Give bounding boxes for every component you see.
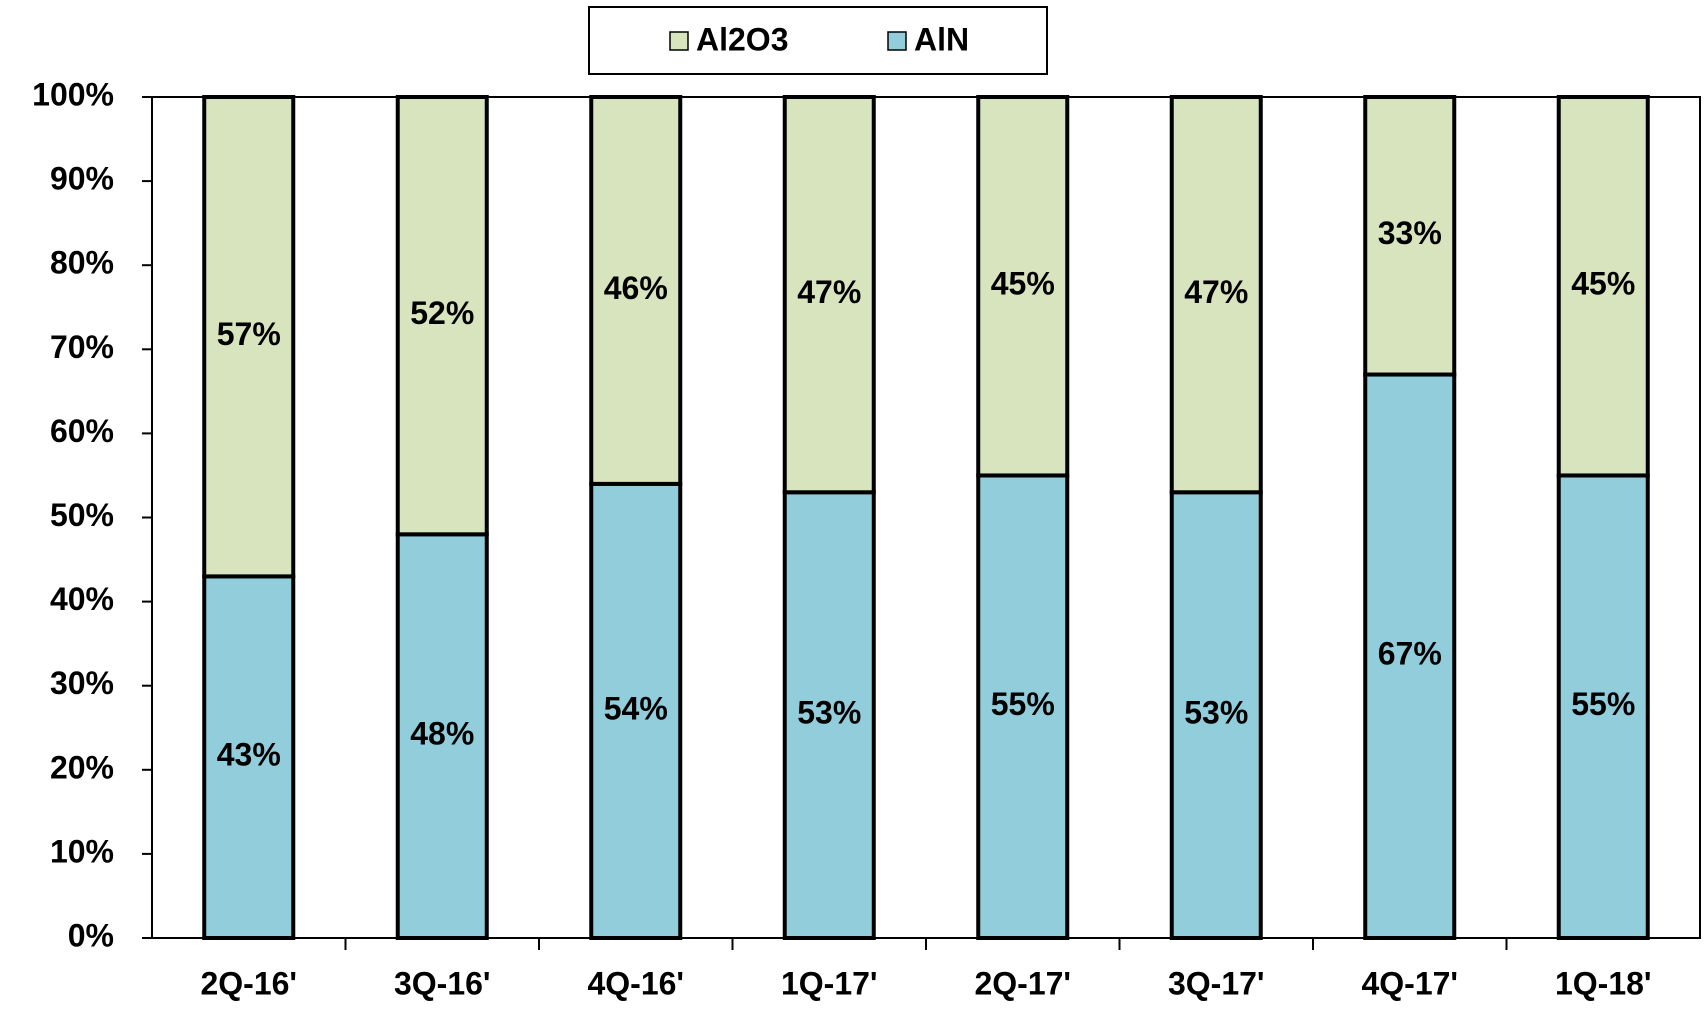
data-label: 57% (217, 316, 281, 352)
bar-segment (976, 95, 1070, 478)
data-label: 48% (410, 716, 474, 752)
data-label: 67% (1378, 636, 1442, 672)
y-tick-label: 20% (50, 749, 114, 785)
legend-label: AlN (914, 21, 969, 57)
legend-swatch (887, 31, 907, 51)
data-label: 55% (1571, 686, 1635, 722)
bar-segment (589, 95, 683, 486)
x-tick-label: 1Q-17' (781, 965, 878, 1001)
plot-area (151, 96, 1701, 939)
data-label: 46% (604, 270, 668, 306)
data-label: 45% (1571, 266, 1635, 302)
x-tick-label: 1Q-18' (1555, 965, 1652, 1001)
y-tick-label: 10% (50, 833, 114, 869)
bar-segment (1363, 95, 1457, 377)
data-label: 43% (217, 737, 281, 773)
data-label: 33% (1378, 215, 1442, 251)
data-label: 54% (604, 690, 668, 726)
x-tick-label: 4Q-17' (1361, 965, 1458, 1001)
y-tick-label: 90% (50, 161, 114, 197)
x-tick-label: 4Q-16' (587, 965, 684, 1001)
y-tick-label: 40% (50, 581, 114, 617)
data-label: 47% (797, 274, 861, 310)
bar-segment (1363, 372, 1457, 940)
data-label: 47% (1184, 274, 1248, 310)
y-tick-label: 0% (68, 917, 114, 953)
data-label: 55% (991, 686, 1055, 722)
y-tick-label: 50% (50, 497, 114, 533)
bar-segment (1169, 95, 1263, 495)
x-tick-label: 2Q-17' (974, 965, 1071, 1001)
data-label: 53% (1184, 695, 1248, 731)
bar-segment (782, 95, 876, 495)
y-tick-label: 70% (50, 329, 114, 365)
bar-segment (976, 473, 1070, 940)
bar-segment (395, 95, 489, 537)
bar-segment (1556, 95, 1650, 478)
bar-segment (1556, 473, 1650, 940)
y-tick-label: 60% (50, 413, 114, 449)
data-label: 53% (797, 695, 861, 731)
y-tick-label: 80% (50, 245, 114, 281)
bar-segment (202, 95, 296, 579)
data-label: 52% (410, 295, 474, 331)
y-tick-label: 30% (50, 665, 114, 701)
bar-segment (589, 481, 683, 940)
bar-segment (1169, 490, 1263, 940)
data-label: 45% (991, 266, 1055, 302)
y-tick-label: 100% (32, 76, 114, 112)
x-tick-label: 3Q-17' (1168, 965, 1265, 1001)
legend-label: Al2O3 (696, 21, 788, 57)
legend-swatch (669, 31, 689, 51)
x-tick-label: 2Q-16' (200, 965, 297, 1001)
legend-box (588, 6, 1048, 75)
x-tick-label: 3Q-16' (394, 965, 491, 1001)
bar-segment (782, 490, 876, 940)
